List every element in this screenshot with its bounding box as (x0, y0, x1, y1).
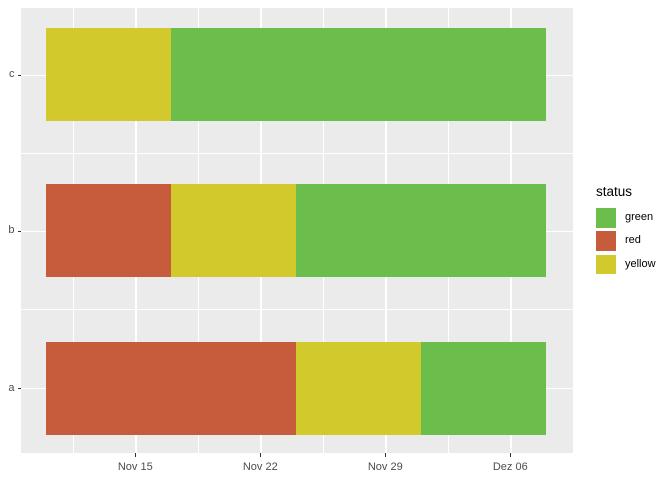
legend-swatch-green (596, 208, 616, 228)
x-tick-mark (510, 453, 512, 457)
bar-b-segment-red (46, 184, 171, 277)
x-tick-label: Nov 15 (117, 460, 153, 473)
legend: status green red yellow (596, 184, 656, 278)
x-tick-label: Nov 29 (367, 460, 403, 473)
legend-items: green red yellow (596, 208, 656, 275)
bar-c-segment-yellow (46, 28, 171, 121)
bar-b-segment-green (296, 184, 546, 277)
y-tick-mark (17, 74, 21, 76)
x-tick-mark (385, 453, 387, 457)
legend-item-red: red (596, 231, 656, 251)
x-tick-mark (260, 453, 262, 457)
x-tick-mark (135, 453, 137, 457)
legend-item-yellow: yellow (596, 254, 656, 275)
y-tick-label: b (8, 224, 15, 236)
bar-c-segment-green (171, 28, 546, 121)
gridline-minor-h (21, 152, 573, 154)
legend-label: green (625, 211, 654, 223)
bar-b-segment-yellow (171, 184, 296, 277)
y-tick-label: a (8, 381, 15, 394)
x-tick-label: Nov 22 (242, 460, 278, 473)
bar-a-segment-red (46, 341, 296, 435)
y-tick-mark (17, 388, 21, 390)
legend-label: yellow (625, 257, 656, 270)
bar-a-segment-green (421, 341, 546, 435)
legend-swatch-yellow (596, 254, 616, 275)
legend-item-green: green (596, 208, 656, 228)
legend-label: red (625, 234, 641, 247)
y-tick-label: c (9, 68, 15, 80)
legend-swatch-red (596, 231, 616, 251)
gridline-minor-h (21, 309, 573, 310)
plot-panel (21, 8, 573, 453)
y-tick-mark (17, 230, 21, 232)
legend-title: status (596, 184, 633, 199)
x-tick-label: Dez 06 (492, 460, 528, 473)
bar-a-segment-yellow (296, 341, 421, 435)
